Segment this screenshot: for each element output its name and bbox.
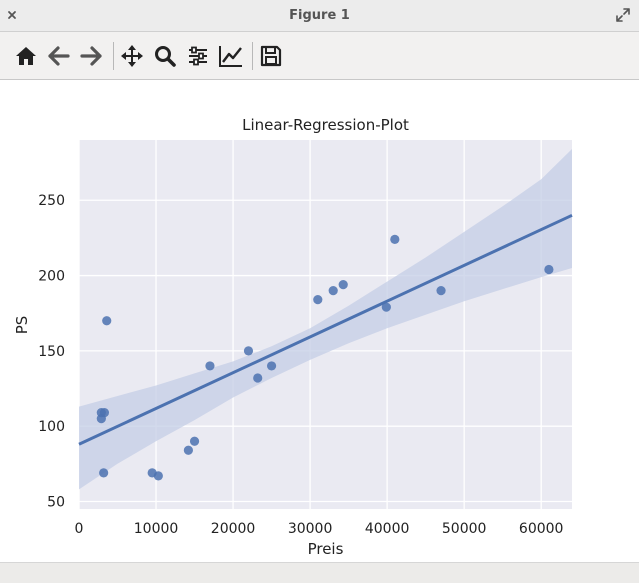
navigation-toolbar xyxy=(0,32,639,80)
y-tick-label: 200 xyxy=(38,269,65,285)
confidence-band xyxy=(79,149,572,490)
data-point xyxy=(183,445,193,455)
x-tick-label: 20000 xyxy=(211,521,256,537)
floppy-disk-icon xyxy=(260,45,282,67)
window-titlebar: Figure 1 xyxy=(0,0,639,32)
arrow-right-icon xyxy=(80,46,102,66)
window-title: Figure 1 xyxy=(289,8,350,23)
data-point xyxy=(205,361,215,371)
data-point xyxy=(153,471,163,481)
data-point xyxy=(102,316,112,326)
data-point xyxy=(96,414,106,424)
data-point xyxy=(436,286,446,296)
data-point xyxy=(381,302,391,312)
regression-line xyxy=(78,213,573,446)
figure-canvas[interactable]: 0 10000 20000 30000 40000 50000 60000 50 100 150… xyxy=(0,80,639,562)
toolbar-separator xyxy=(252,42,253,70)
x-tick-label: 60000 xyxy=(519,521,564,537)
data-point xyxy=(328,286,338,296)
x-tick-label: 40000 xyxy=(365,521,410,537)
subplots-button[interactable] xyxy=(184,42,212,70)
x-tick-label: 10000 xyxy=(134,521,179,537)
y-tick-label: 250 xyxy=(38,193,65,209)
zoom-button[interactable] xyxy=(151,42,179,70)
toolbar-separator xyxy=(113,42,114,70)
chart-title: Linear-Regression-Plot xyxy=(242,116,409,134)
line-chart-icon xyxy=(219,46,242,67)
data-point xyxy=(189,436,200,446)
data-point xyxy=(99,468,109,478)
save-button[interactable] xyxy=(257,42,285,70)
y-axis-label: PS xyxy=(13,316,31,335)
regression-chart: 0 10000 20000 30000 40000 50000 60000 50 100 150… xyxy=(13,116,573,558)
forward-button[interactable] xyxy=(77,42,105,70)
data-point xyxy=(313,295,323,305)
sliders-icon xyxy=(189,46,207,66)
home-icon xyxy=(16,47,36,65)
x-tick-label: 0 xyxy=(75,521,84,537)
status-bar xyxy=(0,562,639,583)
data-point xyxy=(253,373,263,383)
x-tick-label: 50000 xyxy=(442,521,487,537)
arrow-left-icon xyxy=(48,46,70,66)
x-tick-label: 30000 xyxy=(288,521,333,537)
data-point xyxy=(390,234,400,245)
move-icon xyxy=(121,45,143,67)
y-tick-label: 50 xyxy=(47,494,65,510)
maximize-icon[interactable] xyxy=(615,7,631,23)
axes-button[interactable] xyxy=(217,42,245,70)
data-point xyxy=(266,361,277,371)
close-icon[interactable] xyxy=(4,6,24,26)
y-tick-label: 150 xyxy=(38,344,65,360)
magnifier-icon xyxy=(155,46,176,67)
home-button[interactable] xyxy=(12,42,40,70)
x-axis-label: Preis xyxy=(308,540,344,558)
data-point xyxy=(544,264,554,275)
back-button[interactable] xyxy=(45,42,73,70)
y-tick-label: 100 xyxy=(38,419,65,435)
pan-button[interactable] xyxy=(118,42,146,70)
data-point xyxy=(243,346,254,356)
data-point xyxy=(338,279,348,290)
